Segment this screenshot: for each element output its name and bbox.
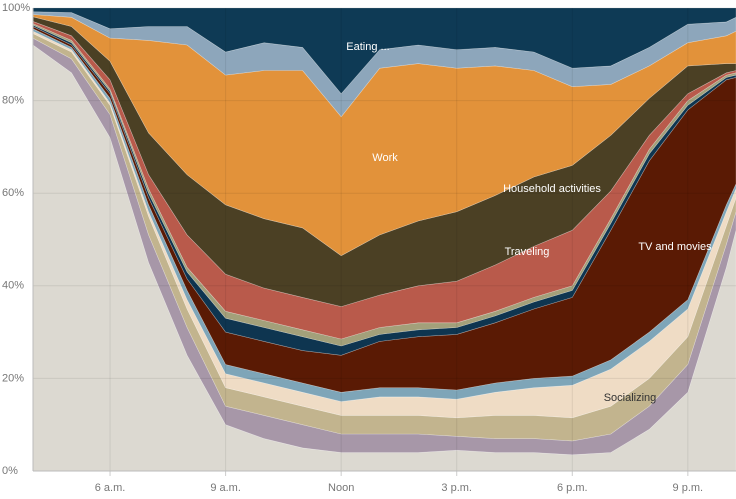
area-band <box>33 30 736 419</box>
x-tick-label: 9 p.m. <box>673 482 704 494</box>
y-tick-label: 80% <box>2 95 24 107</box>
series-label: Traveling <box>505 246 550 258</box>
plot-area <box>33 8 736 471</box>
series-label: Eating ... <box>346 41 389 53</box>
y-tick-label: 60% <box>2 187 24 199</box>
series-label: Socializing <box>604 392 657 404</box>
x-tick-label: 3 p.m. <box>441 482 472 494</box>
area-band <box>33 37 736 456</box>
series-label: Work <box>372 152 398 164</box>
x-tick-label: Noon <box>328 482 354 494</box>
area-band <box>33 8 736 95</box>
y-tick-label: 40% <box>2 280 24 292</box>
area-band <box>33 23 736 347</box>
x-tick-label: 9 a.m. <box>210 482 241 494</box>
y-tick-label: 0% <box>2 465 18 477</box>
area-band <box>33 16 736 307</box>
y-tick-label: 20% <box>2 372 24 384</box>
series-label: TV and movies <box>638 241 712 253</box>
series-label: Household activities <box>503 183 601 195</box>
x-tick-label: 6 p.m. <box>557 482 588 494</box>
y-tick-label: 100% <box>2 2 30 14</box>
x-tick-label: 6 a.m. <box>95 482 126 494</box>
area-band <box>33 33 736 442</box>
